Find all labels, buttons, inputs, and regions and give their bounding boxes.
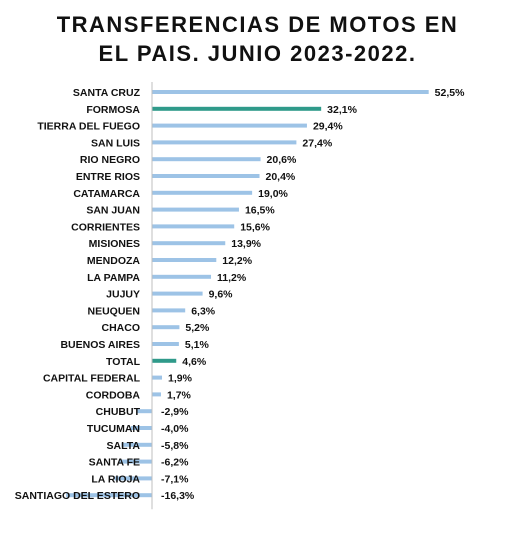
category-label-total: TOTAL [106,356,141,368]
value-label-entre-rios: 20,4% [266,171,296,183]
value-label-formosa: 32,1% [327,104,357,116]
category-label-tucuman: TUCUMAN [87,423,140,435]
value-label-san-luis: 27,4% [302,137,332,149]
category-label-tierra-del-fuego: TIERRA DEL FUEGO [37,121,140,133]
bar-tierra-del-fuego [152,123,307,128]
value-label-chaco: 5,2% [185,322,210,334]
bar-santiago-del-estero [66,493,152,498]
bar-san-juan [152,207,239,212]
category-label-entre-rios: ENTRE RIOS [76,171,140,183]
category-label-capital-federal: CAPITAL FEDERAL [43,373,141,385]
bar-santa-cruz [152,90,429,94]
category-label-san-juan: SAN JUAN [86,205,140,217]
value-label-catamarca: 19,0% [258,188,288,200]
value-label-la-pampa: 11,2% [217,272,247,284]
value-label-capital-federal: 1,9% [168,373,193,385]
bar-santa-fe [119,459,152,464]
value-label-mendoza: 12,2% [222,255,252,267]
bar-mendoza [152,258,217,262]
value-label-misiones: 13,9% [231,238,261,250]
category-label-catamarca: CATAMARCA [73,188,140,200]
category-label-chaco: CHACO [102,322,141,334]
bar-chubut [136,409,152,414]
category-label-san-luis: SAN LUIS [91,137,140,149]
value-label-jujuy: 9,6% [209,289,234,301]
bar-jujuy [152,291,203,296]
bar-la-rioja [114,476,152,481]
bar-corrientes [152,224,235,229]
category-label-chubut: CHUBUT [96,406,141,418]
bar-formosa [152,106,322,111]
category-label-la-pampa: LA PAMPA [87,272,140,284]
category-label-jujuy: JUJUY [106,289,140,301]
category-label-cordoba: CORDOBA [86,389,141,401]
category-label-corrientes: CORRIENTES [71,221,140,233]
category-label-neuquen: NEUQUEN [87,305,140,317]
bar-entre-rios [152,174,260,178]
value-label-rio-negro: 20,6% [267,154,297,166]
chart-title-line-1: TRANSFERENCIAS DE MOTOS EN [56,12,459,37]
bar-capital-federal [152,375,163,380]
bar-cordoba [152,392,161,397]
category-label-misiones: MISIONES [89,238,140,250]
value-label-la-rioja: -7,1% [161,473,189,485]
value-label-santa-cruz: 52,5% [435,87,465,99]
value-label-total: 4,6% [182,356,207,368]
bar-total [152,358,177,363]
bar-san-luis [152,140,297,145]
category-label-salta: SALTA [107,440,141,452]
value-label-san-juan: 16,5% [245,205,275,217]
category-label-formosa: FORMOSA [86,104,140,116]
bar-catamarca [152,190,253,195]
bar-rio-negro [152,157,261,162]
bar-salta [121,442,152,447]
category-label-santa-fe: SANTA FE [89,457,140,469]
category-label-rio-negro: RIO NEGRO [80,154,140,166]
bar-tucuman [130,426,152,430]
value-label-corrientes: 15,6% [240,221,270,233]
value-label-neuquen: 6,3% [191,305,216,317]
value-label-tucuman: -4,0% [161,423,189,435]
value-label-tierra-del-fuego: 29,4% [313,121,343,133]
value-label-chubut: -2,9% [161,406,189,418]
bars-layer: SANTA CRUZ 52,5% FORMOSA 32,1% TIERRA DEL FU… [15,87,465,502]
chart-title: TRANSFERENCIAS DE MOTOS EN EL PAIS. JUNI… [0,10,515,68]
category-label-mendoza: MENDOZA [87,255,140,267]
bar-misiones [152,241,226,246]
bar-buenos-aires [152,342,179,346]
value-label-buenos-aires: 5,1% [185,339,210,351]
category-label-buenos-aires: BUENOS AIRES [60,339,140,351]
category-label-la-rioja: LA RIOJA [91,473,140,485]
bar-neuquen [152,308,186,313]
category-label-santiago-del-estero: SANTIAGO DEL ESTERO [15,490,140,502]
category-label-santa-cruz: SANTA CRUZ [73,87,141,99]
value-label-cordoba: 1,7% [167,389,192,401]
value-label-santa-fe: -6,2% [161,457,189,469]
value-label-santiago-del-estero: -16,3% [161,490,195,502]
bar-chaco [152,325,180,330]
value-label-salta: -5,8% [161,440,189,452]
chart-title-line-2: EL PAIS. JUNIO 2023-2022. [98,41,417,66]
bar-la-pampa [152,274,212,279]
